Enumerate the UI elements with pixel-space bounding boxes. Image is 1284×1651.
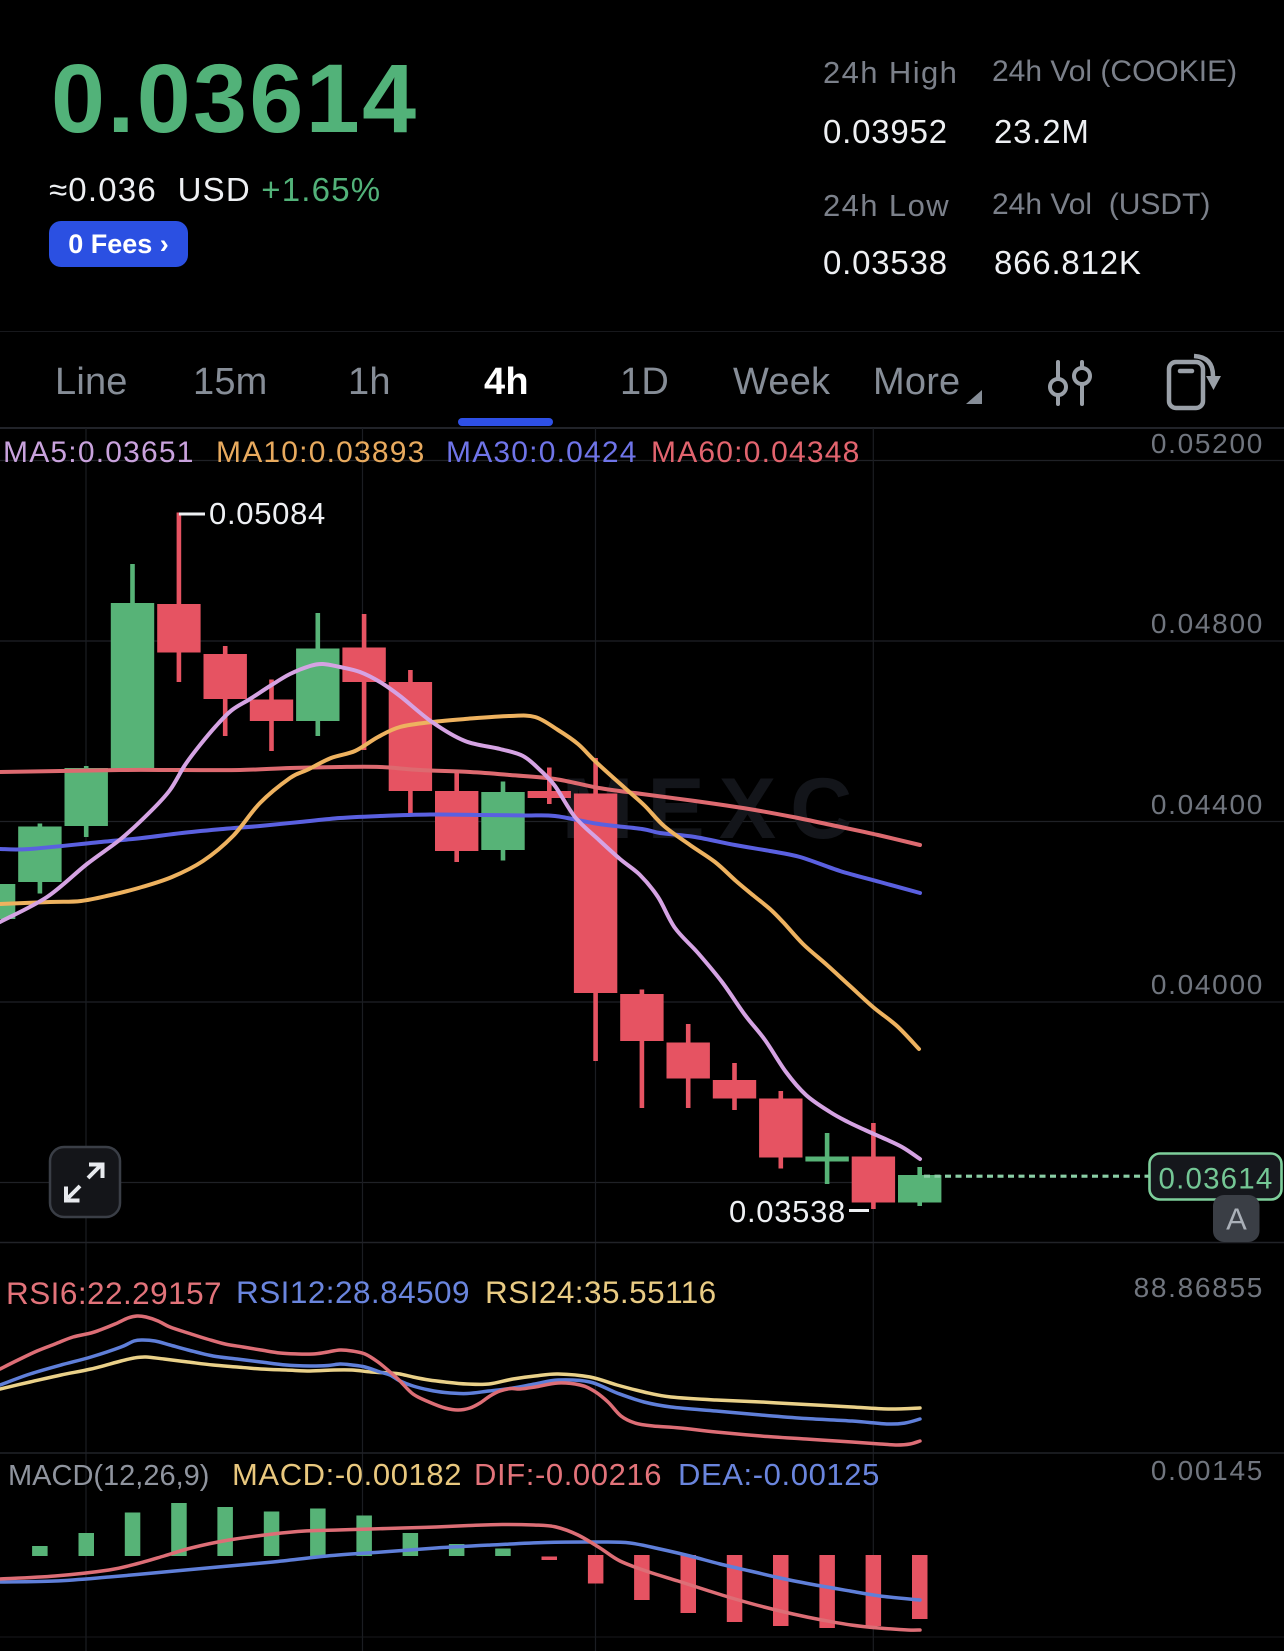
svg-text:MA5:0.03651: MA5:0.03651 <box>3 436 195 469</box>
svg-text:0.03614: 0.03614 <box>1158 1163 1273 1196</box>
svg-text:MACD(12,26,9): MACD(12,26,9) <box>8 1460 209 1492</box>
svg-text:MA30:0.0424: MA30:0.0424 <box>446 436 638 469</box>
svg-text:MA60:0.04348: MA60:0.04348 <box>651 436 861 469</box>
svg-text:0.00145: 0.00145 <box>1151 1455 1264 1486</box>
svg-text:A: A <box>1226 1202 1247 1237</box>
svg-text:DEA:-0.00125: DEA:-0.00125 <box>678 1457 880 1492</box>
svg-text:RSI12:28.84509: RSI12:28.84509 <box>236 1274 470 1310</box>
svg-text:0.05084: 0.05084 <box>209 496 326 531</box>
svg-text:0.04000: 0.04000 <box>1151 969 1264 1000</box>
svg-text:RSI6:22.29157: RSI6:22.29157 <box>6 1275 222 1311</box>
svg-text:MA10:0.03893: MA10:0.03893 <box>216 436 426 469</box>
svg-text:DIF:-0.00216: DIF:-0.00216 <box>474 1457 662 1492</box>
svg-text:MACD:-0.00182: MACD:-0.00182 <box>232 1457 462 1492</box>
svg-text:0.03538: 0.03538 <box>729 1194 846 1229</box>
svg-text:0.04800: 0.04800 <box>1151 608 1264 639</box>
svg-text:0.05200: 0.05200 <box>1151 428 1264 459</box>
svg-text:RSI24:35.55116: RSI24:35.55116 <box>485 1274 717 1310</box>
svg-text:0.04400: 0.04400 <box>1151 789 1264 820</box>
svg-text:88.86855: 88.86855 <box>1134 1272 1264 1303</box>
